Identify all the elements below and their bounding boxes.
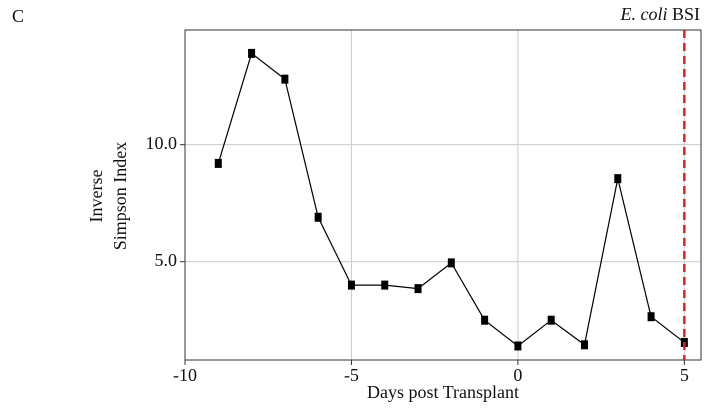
plot-frame: [184, 29, 702, 361]
x-tick-label: 5: [680, 365, 689, 385]
point-marker: [447, 258, 455, 268]
point-marker: [214, 158, 222, 168]
point-marker: [614, 174, 622, 184]
x-axis-label: Days post Transplant: [367, 382, 519, 402]
point-marker: [547, 315, 555, 325]
point-marker: [314, 212, 322, 222]
annotation: E. coli BSI: [619, 4, 700, 24]
point-marker: [481, 315, 489, 325]
point-marker: [647, 312, 655, 322]
y-axis-label: Inverse: [86, 170, 106, 223]
y-tick-label: 10.0: [146, 133, 178, 153]
panel-label: C: [12, 6, 24, 26]
x-tick-label: 0: [513, 365, 522, 385]
point-marker: [248, 48, 256, 58]
point-marker: [281, 74, 289, 84]
y-axis-label: Simpson Index: [110, 142, 130, 251]
point-marker: [414, 284, 422, 294]
series-line: [217, 52, 685, 347]
point-marker: [347, 280, 355, 290]
annotation-italic: E. coli: [619, 4, 667, 24]
annotation-text: BSI: [672, 4, 700, 24]
y-tick-label: 5.0: [155, 250, 178, 270]
point-marker: [580, 340, 588, 350]
point-marker: [381, 280, 389, 290]
x-tick-label: -10: [173, 365, 197, 385]
x-tick-label: -5: [344, 365, 359, 385]
point-marker: [514, 341, 522, 351]
